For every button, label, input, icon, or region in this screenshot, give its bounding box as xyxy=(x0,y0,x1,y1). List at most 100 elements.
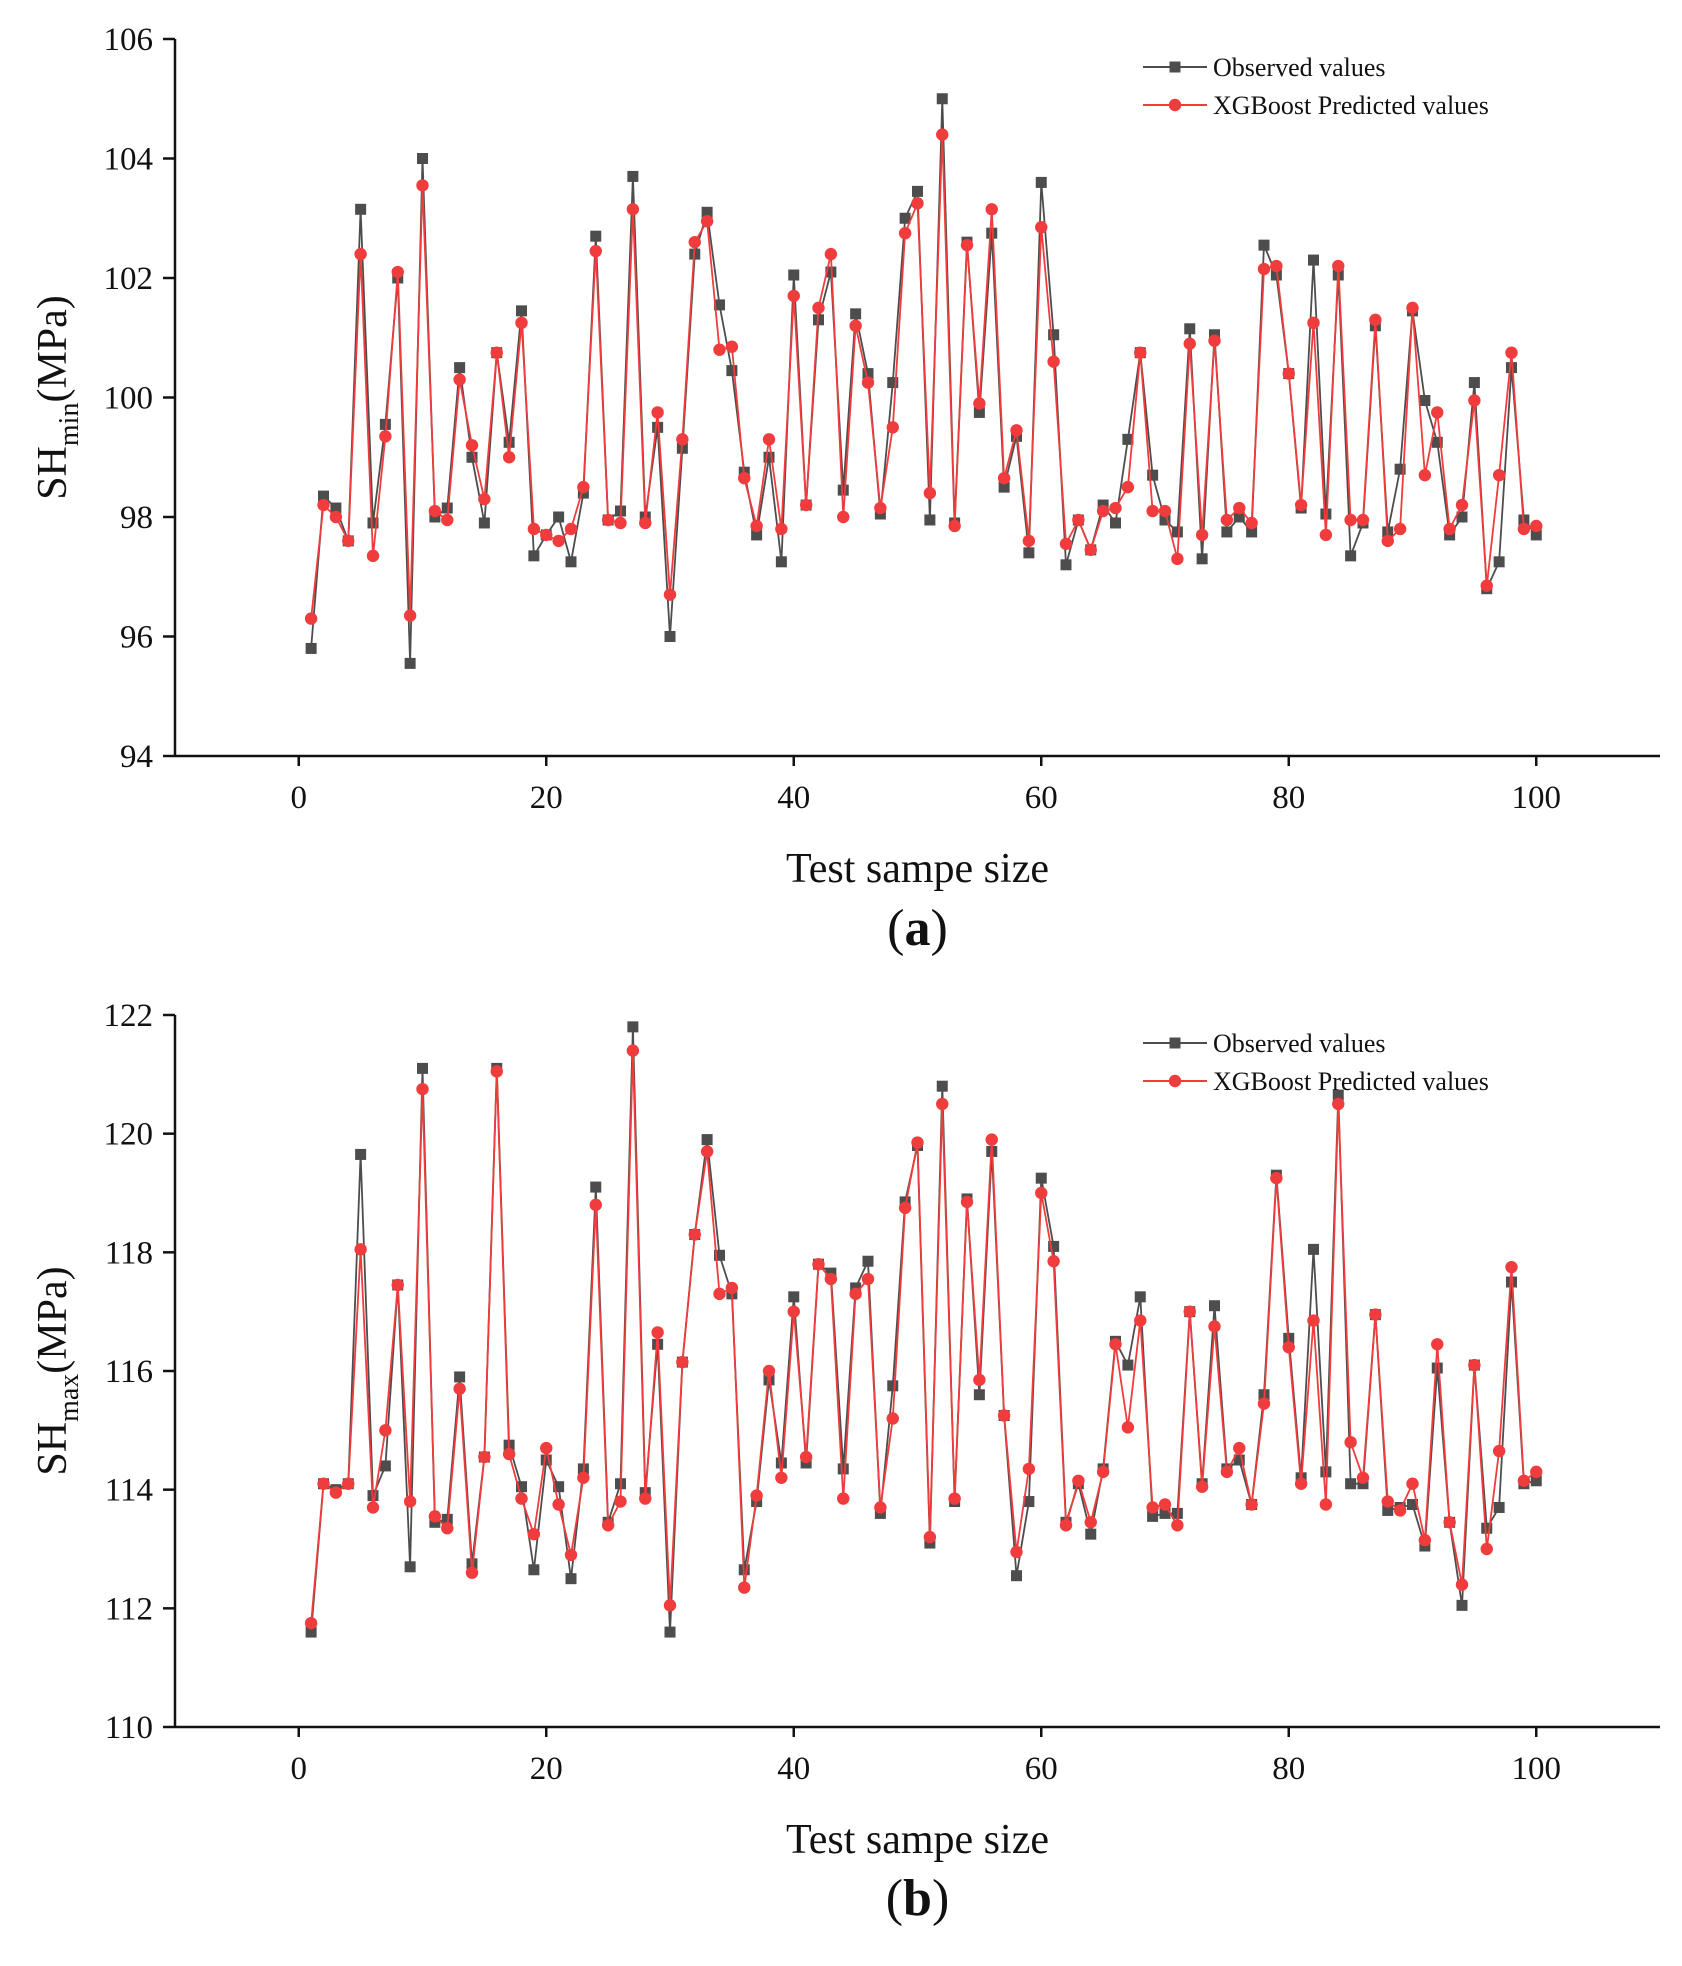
data-point-square xyxy=(590,1181,602,1193)
data-point-square xyxy=(1171,526,1183,538)
data-point-circle xyxy=(1332,259,1345,273)
y-tick-label: 106 xyxy=(104,22,154,58)
data-point-circle xyxy=(478,1450,491,1464)
data-point-square xyxy=(1468,377,1480,389)
legend-item: XGBoost Predicted values xyxy=(1143,1067,1489,1096)
data-point-circle xyxy=(1319,528,1333,542)
data-point-circle xyxy=(1393,522,1407,536)
data-point-square xyxy=(1196,553,1208,565)
data-point-circle xyxy=(1195,1480,1209,1493)
data-point-circle xyxy=(1109,1338,1122,1351)
x-tick-label: 60 xyxy=(1025,1751,1058,1787)
data-point-circle xyxy=(1233,1441,1246,1455)
data-point-circle xyxy=(713,343,726,356)
data-point-circle xyxy=(688,1228,701,1241)
data-point-square xyxy=(973,1389,985,1401)
data-point-circle xyxy=(1245,516,1258,530)
data-point-circle xyxy=(812,1258,825,1271)
data-point-circle xyxy=(1505,346,1518,359)
data-point-circle xyxy=(824,247,838,261)
data-point-square xyxy=(862,368,874,380)
data-point-circle xyxy=(824,1272,838,1286)
data-point-circle xyxy=(626,1044,640,1057)
data-point-circle xyxy=(1492,468,1506,482)
data-point-circle xyxy=(304,1616,318,1630)
data-point-square xyxy=(1419,394,1431,406)
data-point-square xyxy=(1332,1089,1344,1101)
data-point-square xyxy=(924,514,936,526)
data-point-circle xyxy=(1257,262,1271,276)
y-tick-label: 118 xyxy=(105,1235,153,1271)
data-point-circle xyxy=(960,238,974,252)
data-point-square xyxy=(1233,511,1245,523)
y-axis-title-main: SH xyxy=(30,446,76,500)
data-point-square xyxy=(503,436,515,448)
data-point-circle xyxy=(342,1477,355,1490)
data-point-circle xyxy=(874,501,887,515)
data-point-square xyxy=(1221,526,1233,538)
legend-label: XGBoost Predicted values xyxy=(1213,91,1489,120)
data-point-circle xyxy=(465,1566,479,1579)
data-point-circle xyxy=(1282,1341,1295,1354)
data-point-square xyxy=(355,1148,367,1160)
data-point-circle xyxy=(453,373,466,386)
data-point-circle xyxy=(1294,498,1308,512)
data-point-square xyxy=(1110,517,1121,529)
data-point-circle xyxy=(342,534,355,548)
data-point-square xyxy=(553,1481,565,1493)
panel-label: (b) xyxy=(886,1870,950,1927)
data-point-circle xyxy=(960,1195,974,1209)
legend-label: Observed values xyxy=(1213,53,1386,82)
panel-label-letter: b xyxy=(903,1870,932,1927)
data-point-square xyxy=(1023,547,1035,559)
data-point-circle xyxy=(1220,513,1234,527)
panel-label-close-paren: ) xyxy=(931,900,948,957)
data-point-circle xyxy=(589,244,602,258)
data-point-circle xyxy=(1406,1477,1419,1490)
data-point-square xyxy=(1506,362,1517,374)
data-point-circle xyxy=(849,1287,862,1301)
data-point-circle xyxy=(379,1424,392,1437)
data-point-circle xyxy=(1307,1314,1320,1327)
y-tick-label: 122 xyxy=(104,998,154,1034)
data-point-circle xyxy=(1294,1477,1308,1490)
data-point-circle xyxy=(1121,1421,1135,1434)
data-point-square xyxy=(404,1561,416,1573)
y-axis-title-main: SH xyxy=(30,1422,76,1476)
y-tick-label: 96 xyxy=(120,620,153,656)
data-point-circle xyxy=(651,406,664,419)
data-point-circle xyxy=(849,319,862,332)
data-point-circle xyxy=(1418,468,1432,482)
series-observed xyxy=(305,93,1542,669)
legend-item: Observed values xyxy=(1143,53,1386,82)
data-point-square xyxy=(973,406,985,418)
data-point-square xyxy=(936,1080,948,1092)
data-point-circle xyxy=(589,1198,602,1212)
data-point-circle xyxy=(923,1530,937,1544)
data-point-circle xyxy=(750,1489,763,1502)
data-point-circle xyxy=(1517,522,1531,536)
data-point-circle xyxy=(1492,1444,1506,1458)
data-point-circle xyxy=(812,301,825,315)
data-point-square xyxy=(318,490,329,502)
y-axis-title-subscript: max xyxy=(54,1374,85,1422)
data-point-square xyxy=(664,631,676,642)
data-point-square xyxy=(1085,1528,1097,1540)
data-point-square xyxy=(788,1291,800,1303)
data-point-circle xyxy=(750,519,763,533)
data-point-circle xyxy=(1332,1097,1345,1111)
data-point-circle xyxy=(416,179,429,192)
chart-panel-a: 94 96 98 100 102 104 106 0 20 40 60 80 100 Test sampe… xyxy=(30,22,1660,957)
data-point-square xyxy=(1431,1362,1443,1374)
data-point-circle xyxy=(1121,480,1135,494)
panel-label-close-paren: ) xyxy=(932,1870,949,1927)
data-point-square xyxy=(751,529,763,541)
data-point-circle xyxy=(663,1599,677,1612)
data-point-square xyxy=(1530,529,1542,541)
data-point-square xyxy=(1493,1501,1505,1513)
data-point-circle xyxy=(1146,504,1159,518)
data-point-circle xyxy=(564,522,578,536)
data-point-circle xyxy=(1096,504,1110,518)
data-point-circle xyxy=(1530,1465,1543,1479)
data-point-circle xyxy=(1022,534,1036,548)
